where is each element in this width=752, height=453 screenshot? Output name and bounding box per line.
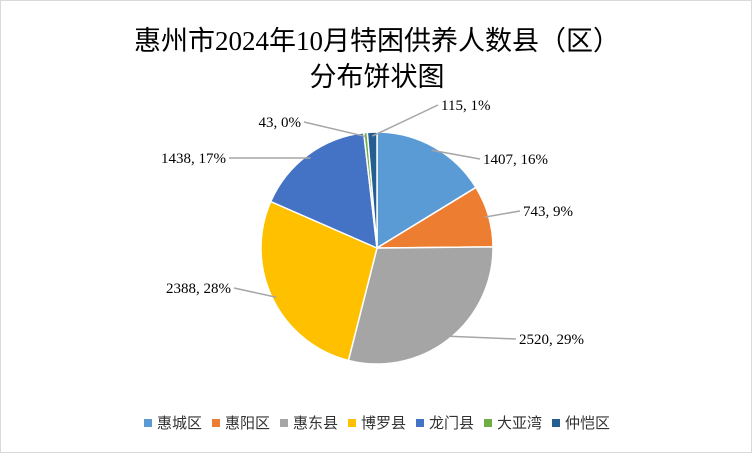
legend-swatch — [484, 418, 493, 427]
leader-line-0 — [431, 149, 481, 160]
data-label-2: 2520, 29% — [519, 332, 584, 348]
legend-label: 惠城区 — [156, 414, 202, 432]
chart-subtitle: 分布饼状图 — [309, 62, 445, 92]
legend-item-3: 博罗县 — [347, 412, 406, 433]
pie-slice-3 — [260, 200, 378, 362]
leader-line-2 — [446, 335, 517, 340]
data-label-0: 1407, 16% — [483, 152, 548, 168]
data-label-5: 43, 0% — [259, 115, 302, 131]
leader-line-3 — [233, 287, 277, 298]
legend-item-0: 惠城区 — [143, 412, 202, 433]
legend-swatch — [347, 418, 356, 427]
legend-label: 博罗县 — [360, 414, 406, 432]
leader-line-1 — [484, 210, 521, 218]
legend-label: 大亚湾 — [497, 414, 543, 432]
pie-slice-0 — [376, 131, 477, 250]
pie-slice-6 — [366, 131, 378, 249]
legend-item-5: 大亚湾 — [484, 412, 542, 433]
data-label-6: 115, 1% — [441, 98, 490, 114]
legend-swatch — [211, 418, 220, 427]
leader-line-6 — [372, 104, 439, 137]
legend-swatch — [552, 418, 561, 427]
legend-swatch — [416, 418, 424, 427]
data-label-3: 2388, 28% — [166, 281, 231, 297]
legend-swatch — [143, 418, 152, 427]
legend-swatch — [279, 418, 288, 427]
legend-label: 龙门县 — [429, 414, 475, 432]
legend-item-4: 龙门县 — [416, 412, 474, 433]
pie-slice-2 — [347, 246, 494, 365]
legend-item-2: 惠东县 — [279, 412, 338, 433]
chart-title: 惠州市2024年10月特困供养人数县（区） — [134, 26, 620, 56]
data-label-4: 1438, 17% — [161, 151, 226, 167]
legend: 惠城区 惠阳区 惠东县 博罗县 龙门县 大亚湾 仲恺区 — [1, 412, 751, 433]
leader-line-5 — [303, 121, 367, 138]
legend-item-6: 仲恺区 — [552, 412, 610, 433]
data-label-1: 743, 9% — [523, 204, 573, 220]
legend-label: 惠东县 — [292, 414, 338, 432]
legend-label: 仲恺区 — [565, 414, 611, 432]
legend-item-1: 惠阳区 — [211, 412, 270, 433]
legend-label: 惠阳区 — [224, 414, 270, 432]
